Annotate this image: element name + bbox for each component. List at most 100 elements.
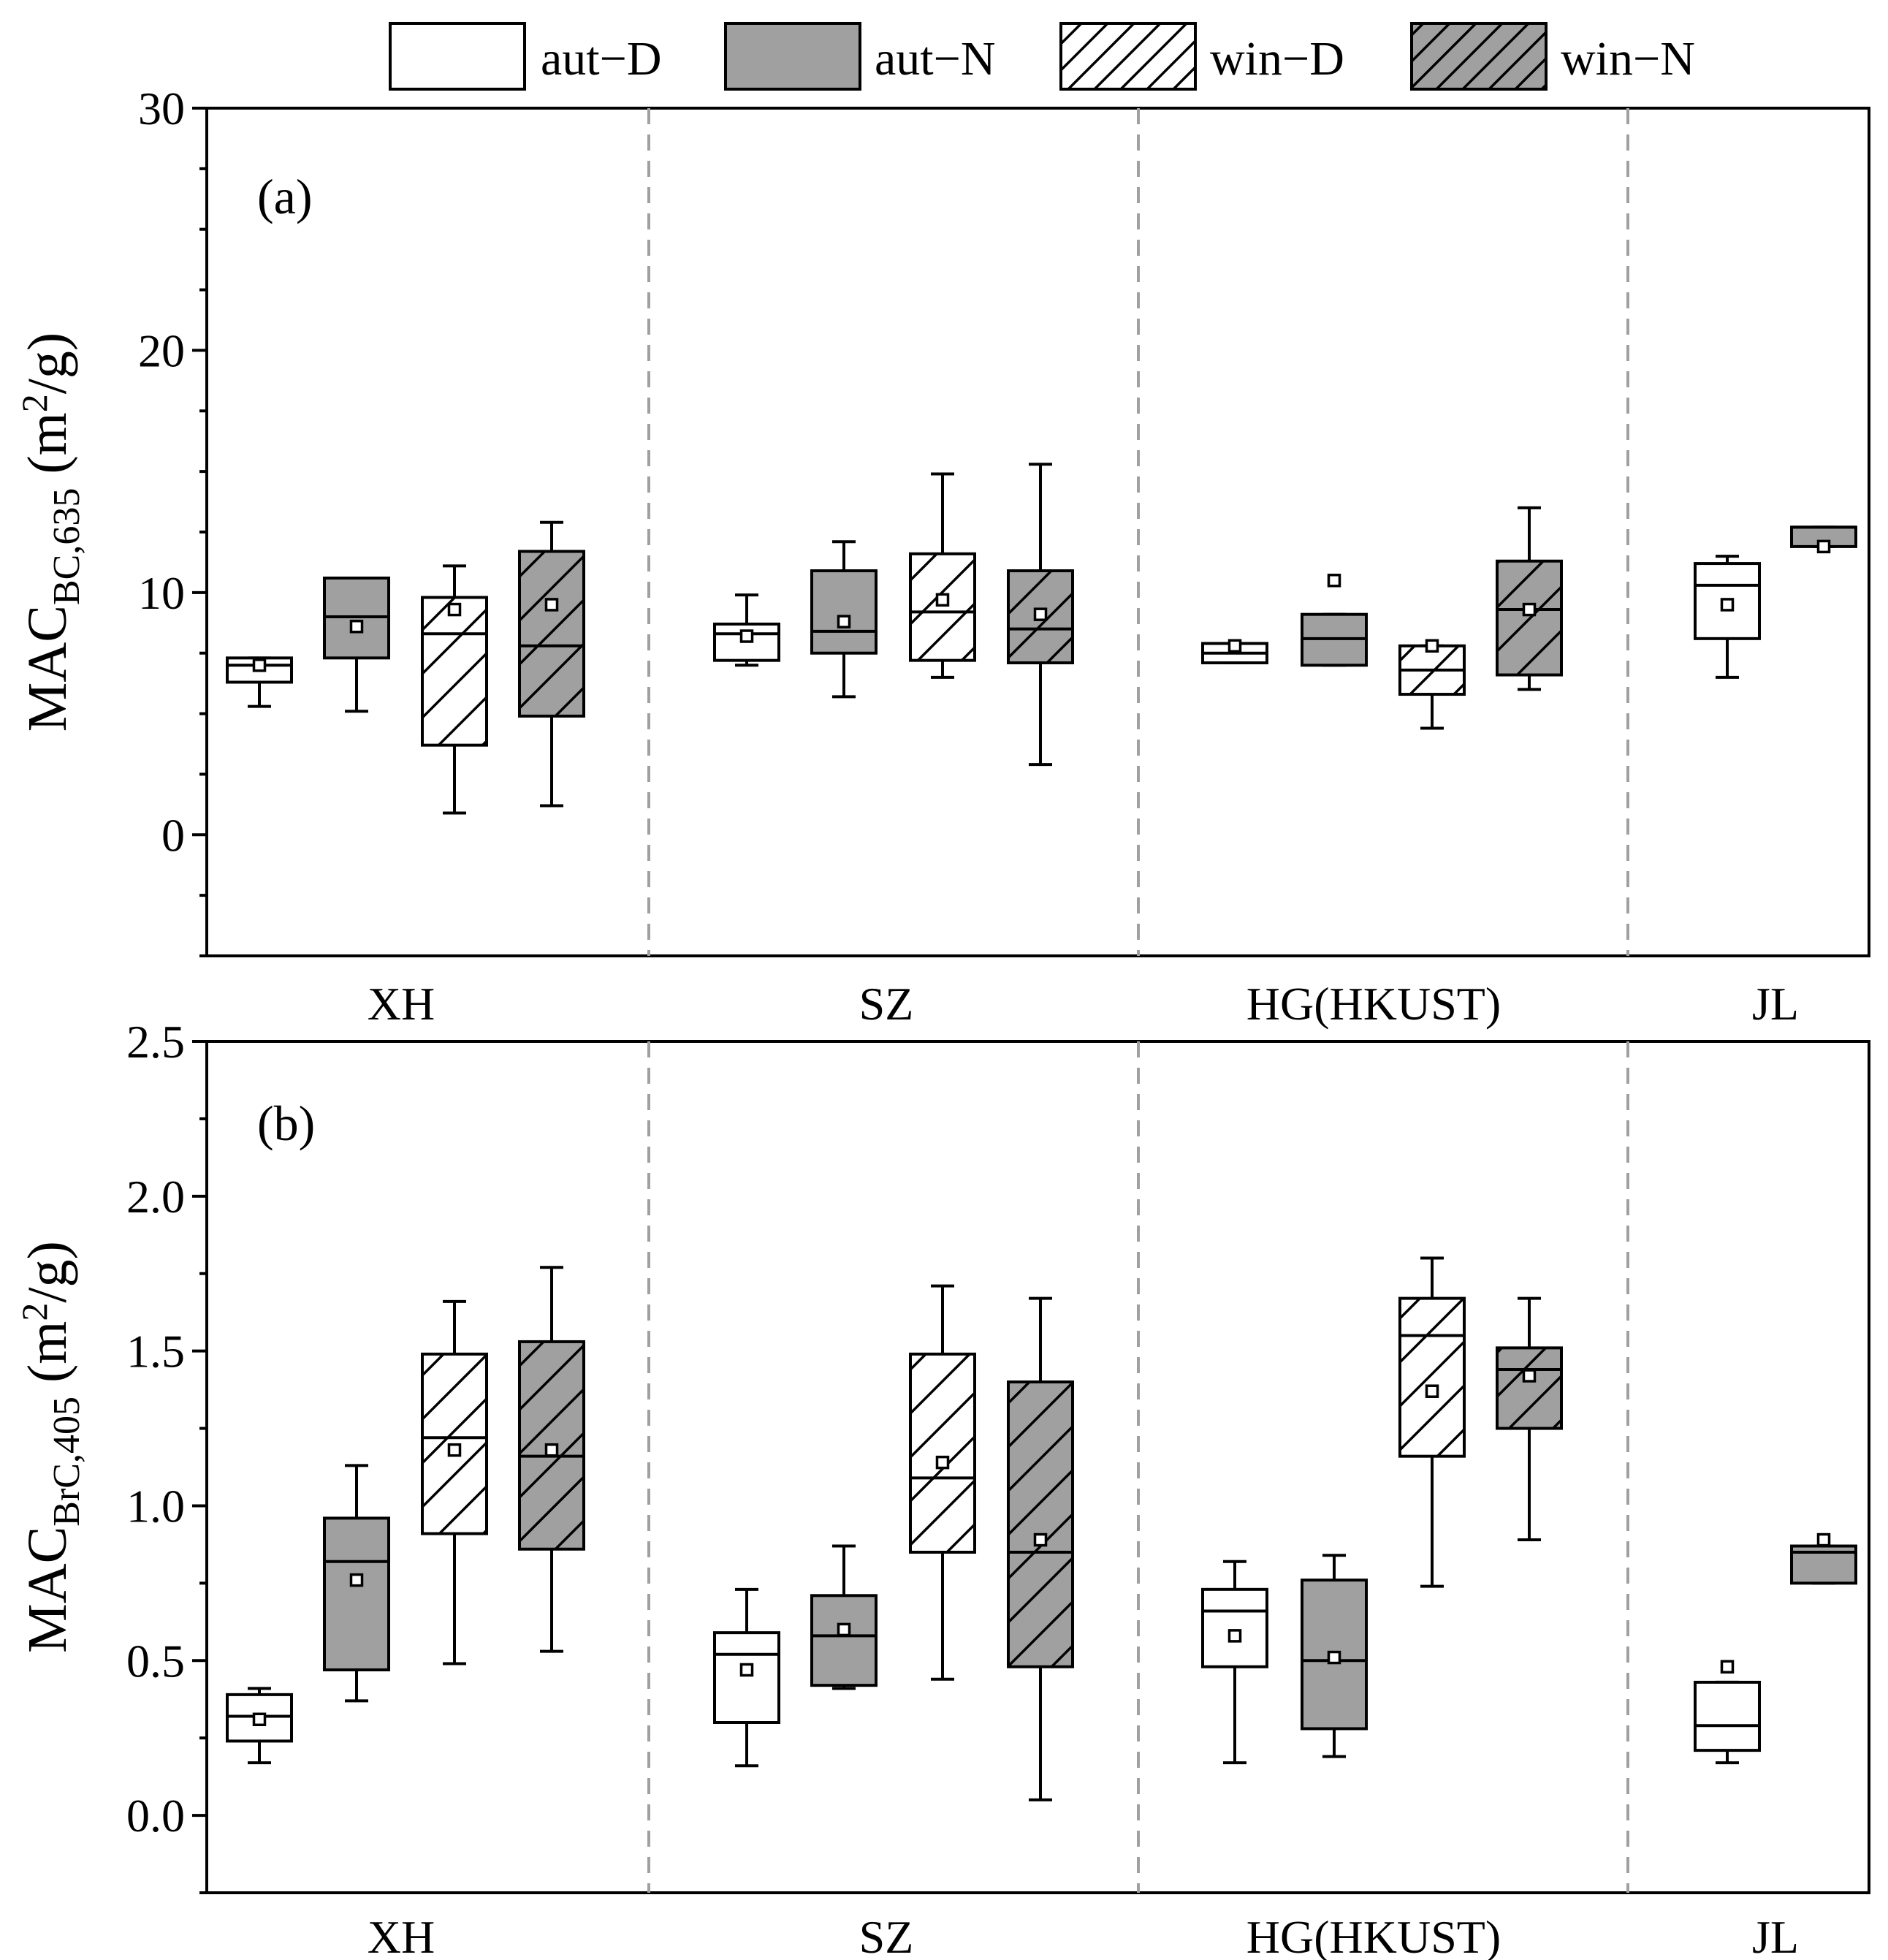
panel-a-frame xyxy=(205,107,1870,957)
legend-swatch-aut-d xyxy=(389,22,526,91)
legend-label-win-d: win−D xyxy=(1210,32,1344,86)
box-body xyxy=(1695,1682,1759,1751)
box-outline xyxy=(1007,569,1074,664)
panel-b-y-axis-title: MACBrC,405 (m2/g) xyxy=(14,1241,88,1653)
panel-b-x-label-xh: XH xyxy=(368,1911,435,1960)
panel-a-y-tick-label: 20 xyxy=(138,324,185,376)
box-outline xyxy=(421,596,488,747)
panel-b-box-hghkust-win-n xyxy=(1496,1296,1563,1542)
mean-marker xyxy=(1720,1660,1735,1674)
box-outline xyxy=(909,1352,976,1554)
panel-b-y-tick-label: 2.0 xyxy=(126,1171,185,1223)
box-outline xyxy=(518,550,585,718)
box-outline xyxy=(1694,562,1761,640)
mean-marker xyxy=(1033,1532,1048,1547)
panel-b-box-jl-aut-d xyxy=(1694,1660,1761,1765)
mean-marker xyxy=(447,1443,462,1457)
mean-marker xyxy=(1227,1629,1242,1643)
box-hatch xyxy=(1400,1298,1464,1456)
panel-a-box-xh-win-n xyxy=(518,520,585,808)
box-outline xyxy=(713,622,780,662)
mean-marker xyxy=(1227,639,1242,653)
panel-b-box-sz-aut-n xyxy=(810,1544,878,1690)
mean-marker xyxy=(1425,1384,1439,1398)
panel-a-box-jl-aut-d xyxy=(1694,555,1761,679)
panel-a-y-tick-label: 10 xyxy=(138,567,185,619)
panel-a-y-tick-label: 0 xyxy=(161,809,185,861)
panel-a-box-hghkust-aut-d xyxy=(1201,639,1268,664)
legend-label-aut-d: aut−D xyxy=(541,32,662,86)
mean-marker xyxy=(349,620,364,634)
panel-a-x-label-hghkust: HG(HKUST) xyxy=(1246,978,1501,1030)
mean-marker xyxy=(1816,1532,1831,1547)
panel-b-x-axis-labels: XH SZ HG(HKUST) JL xyxy=(368,1911,1799,1960)
box-hatch xyxy=(1497,561,1561,675)
panel-b-y-axis: 0.0 0.5 1.0 1.5 2.0 2.5 xyxy=(126,1016,207,1894)
panel-b-box-hghkust-aut-n xyxy=(1301,1554,1368,1758)
legend-item-win-d: win−D xyxy=(1059,22,1344,91)
panel-b-x-label-sz: SZ xyxy=(859,1911,914,1960)
panel-b-box-xh-aut-d xyxy=(226,1687,293,1765)
panel-b-box-sz-win-d xyxy=(909,1284,976,1681)
panel-a-x-axis-labels: XH SZ HG(HKUST) JL xyxy=(368,978,1799,1030)
box-hatch xyxy=(910,1353,975,1552)
panel-a-box-xh-win-d xyxy=(421,564,488,815)
panel-b-box-sz-aut-d xyxy=(713,1587,780,1768)
box-outline xyxy=(226,656,293,684)
box-outline xyxy=(1201,1587,1268,1668)
panel-a-label: (a) xyxy=(257,169,312,224)
panel-a-box-hghkust-aut-n xyxy=(1301,574,1368,667)
panel-b-y-tick-label: 1.5 xyxy=(126,1326,185,1378)
box-outline xyxy=(1007,1380,1074,1668)
legend-item-win-n: win−N xyxy=(1410,22,1695,91)
mean-marker xyxy=(935,593,950,607)
box-body xyxy=(715,1633,779,1722)
panel-a-box-xh-aut-d xyxy=(226,656,293,708)
panel-a-y-axis: 0 10 20 30 xyxy=(138,83,207,957)
panel-a-x-label-xh: XH xyxy=(368,978,435,1030)
mean-marker xyxy=(1425,639,1439,653)
mean-marker xyxy=(544,1443,559,1457)
panel-a-box-jl-aut-n xyxy=(1790,525,1857,554)
box-outline xyxy=(1398,1296,1466,1458)
box-body xyxy=(812,571,876,653)
panel-a-box-sz-aut-d xyxy=(713,593,780,667)
mean-marker xyxy=(837,1622,851,1637)
box-outline xyxy=(421,1352,488,1535)
panel-b-box-xh-win-n xyxy=(518,1266,585,1653)
legend: aut−D aut−N win−D win−N xyxy=(389,22,1695,91)
box-hatch xyxy=(422,597,487,745)
panel-a-box-xh-aut-n xyxy=(323,576,390,713)
panel-a-plot-area xyxy=(205,107,1870,957)
panel-b-box-hghkust-win-d xyxy=(1398,1256,1466,1588)
panel-b-box-sz-win-n xyxy=(1007,1296,1074,1801)
box-outline xyxy=(323,1516,390,1671)
mean-marker xyxy=(1327,1650,1341,1665)
panel-b-x-label-jl: JL xyxy=(1752,1911,1799,1960)
panel-b-box-hghkust-aut-d xyxy=(1201,1560,1268,1765)
box-outline xyxy=(810,569,878,655)
box-hatch xyxy=(910,553,975,661)
panel-b-box-jl-aut-n xyxy=(1790,1532,1857,1585)
panel-b-y-tick-label: 0.5 xyxy=(126,1635,185,1687)
box-outline xyxy=(713,1631,780,1725)
panel-a-y-tick-label: 30 xyxy=(138,83,185,134)
panel-b-y-tick-label: 0.0 xyxy=(126,1790,185,1842)
box-hatch xyxy=(1497,1348,1561,1429)
panel-b-box-xh-aut-n xyxy=(323,1464,390,1703)
legend-label-aut-n: aut−N xyxy=(875,32,996,86)
legend-item-aut-n: aut−N xyxy=(724,22,996,91)
box-outline xyxy=(518,1340,585,1551)
panel-a-box-sz-win-d xyxy=(909,472,976,679)
mean-marker xyxy=(739,629,754,643)
legend-swatch-aut-n xyxy=(724,22,861,91)
panel-b: (b) 0.0 0.5 1.0 1.5 2.0 2.5 XH SZ HG(HKUST) JL M… xyxy=(14,1016,1870,1960)
panel-a-x-label-sz: SZ xyxy=(859,978,914,1030)
panel-a-y-axis-title: MACBC,635 (m2/g) xyxy=(14,333,88,732)
mean-marker xyxy=(1327,574,1341,588)
mean-marker xyxy=(837,615,851,628)
panel-a-box-sz-aut-n xyxy=(810,540,878,699)
panel-b-box-xh-win-d xyxy=(421,1299,488,1665)
panel-a-box-hghkust-win-n xyxy=(1496,506,1563,691)
